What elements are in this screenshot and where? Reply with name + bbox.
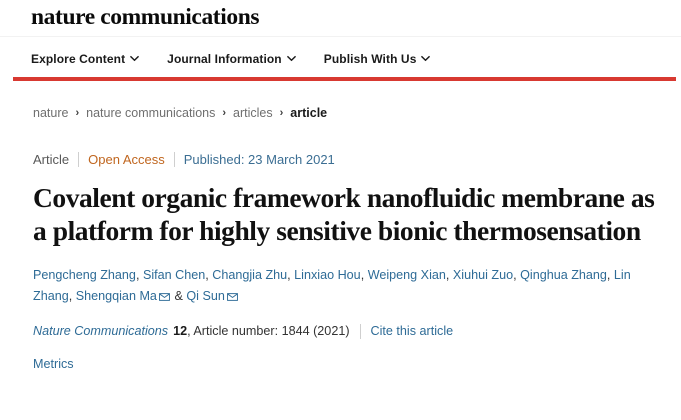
author-link[interactable]: Weipeng Xian: [367, 268, 446, 282]
nav-item-label: Journal Information: [167, 52, 282, 66]
primary-navigation: Explore Content Journal Information Publ…: [0, 37, 681, 81]
author-link[interactable]: Lin Zhang: [33, 268, 631, 303]
nav-item-explore-content[interactable]: Explore Content: [31, 52, 139, 66]
author-link[interactable]: Changjia Zhu: [212, 268, 288, 282]
author-link[interactable]: Linxiao Hou: [294, 268, 361, 282]
citation-line: Nature Communications 12 , Article numbe…: [33, 323, 681, 339]
author-link[interactable]: Qinghua Zhang: [520, 268, 607, 282]
cite-this-article-link[interactable]: Cite this article: [370, 324, 454, 339]
chevron-down-icon: [286, 54, 296, 63]
author-link[interactable]: Sifan Chen: [142, 268, 206, 282]
author-link[interactable]: Pengcheng Zhang: [33, 268, 136, 282]
site-masthead: nature communications: [0, 0, 681, 37]
chevron-down-icon: [130, 54, 139, 63]
journal-name-link[interactable]: Nature Communications: [33, 324, 169, 339]
article-title: Covalent organic framework nanofluidic m…: [33, 182, 655, 246]
metrics-link[interactable]: Metrics: [33, 356, 74, 371]
meta-divider: [173, 152, 175, 167]
article-meta-line: Article Open Access Published: 23 March …: [33, 152, 681, 167]
article-number: , Article number: 1844 (2021): [187, 324, 350, 339]
chevron-down-icon: [421, 54, 431, 63]
envelope-icon[interactable]: [226, 292, 238, 301]
nav-item-label: Publish With Us: [323, 52, 417, 66]
envelope-icon[interactable]: [159, 292, 170, 301]
article-type-label: Article: [33, 152, 70, 167]
breadcrumb-separator-icon: ›: [222, 107, 227, 119]
author-link[interactable]: Xiuhui Zuo: [452, 268, 514, 282]
author-link[interactable]: Qi Sun: [186, 288, 225, 303]
article-header-region: nature › nature communications › article…: [0, 106, 681, 371]
breadcrumb-item-nature[interactable]: nature: [33, 106, 69, 120]
author-list: Pengcheng Zhang, Sifan Chen, Changjia Zh…: [33, 268, 631, 303]
nav-item-journal-information[interactable]: Journal Information: [167, 52, 296, 66]
nav-item-label: Explore Content: [31, 52, 126, 66]
metrics-row: Metrics: [33, 357, 681, 371]
open-access-badge: Open Access: [88, 152, 165, 167]
volume-number: 12: [173, 324, 188, 339]
brand-accent-bar: [13, 77, 676, 81]
breadcrumb-separator-icon: ›: [75, 107, 80, 119]
breadcrumb-item-article: article: [290, 106, 328, 120]
breadcrumb-item-articles[interactable]: articles: [233, 106, 273, 120]
citation-divider: [359, 323, 361, 339]
journal-logo[interactable]: nature communications: [31, 4, 260, 31]
breadcrumb-item-nature-communications[interactable]: nature communications: [86, 106, 216, 120]
breadcrumb: nature › nature communications › article…: [33, 106, 681, 120]
published-date: Published: 23 March 2021: [183, 152, 335, 167]
meta-divider: [78, 152, 80, 167]
nav-item-publish-with-us[interactable]: Publish With Us: [324, 52, 431, 66]
author-link[interactable]: Shengqian Ma: [75, 288, 157, 303]
breadcrumb-separator-icon: ›: [279, 107, 284, 119]
